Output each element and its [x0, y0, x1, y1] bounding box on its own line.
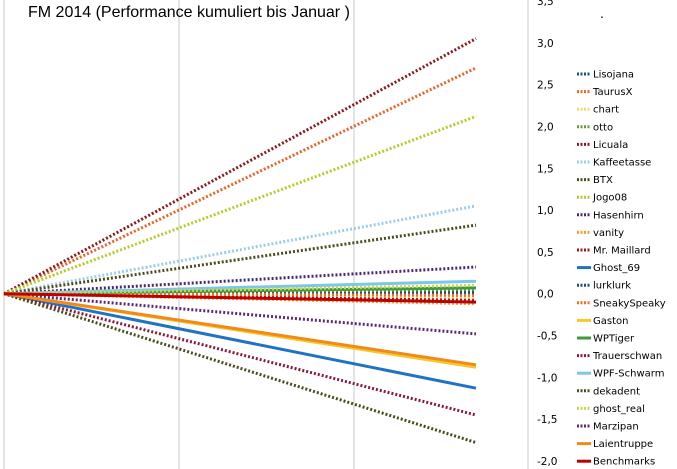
legend-label: Licuala [593, 140, 628, 151]
legend-label: WPF-Schwarm [593, 369, 664, 380]
legend-label: Ghost_69 [593, 263, 640, 274]
legend-label: vanity [593, 228, 624, 239]
series-line-trauerschwan [3, 292, 477, 417]
legend-label: otto [593, 122, 613, 133]
y-axis-tick-labels: -2,0 -1,5 -1,0 -0,5 0,0 0,5 1,0 1,5 2,0 2,5 3,0 3,5 [537, 0, 558, 468]
series-line-laientruppe [3, 292, 477, 367]
chart-grid [3, 0, 529, 469]
series-line-dekadent [3, 292, 477, 445]
y-tick-label: 2,5 [537, 80, 554, 92]
legend-label: Gaston [593, 316, 628, 327]
series-line-kaffeetasse [3, 204, 477, 296]
series-line-sneakyspeaky [3, 292, 477, 297]
legend-label: Benchmarks [593, 457, 655, 468]
y-tick-label: 3,5 [537, 0, 554, 8]
legend-label: ghost_real [593, 404, 645, 415]
legend-label: WPTiger [593, 334, 635, 345]
series-line-hasenhirn [3, 265, 477, 296]
series-line-marzipan [3, 292, 477, 336]
y-tick-label: 1,5 [537, 163, 554, 175]
y-tick-label: -1,5 [537, 414, 558, 426]
legend-label: Marzipan [593, 422, 639, 433]
y-tick-label: 0,5 [537, 247, 554, 259]
legend-label: Mr. Maillard [593, 246, 651, 257]
y-tick-label: -2,0 [537, 456, 558, 468]
legend-label: Hasenhirn [593, 210, 644, 221]
legend-label: Laientruppe [593, 439, 653, 450]
legend-label: chart [593, 105, 619, 116]
series-line-wpf-schwarm [3, 279, 477, 296]
y-tick-label: 1,0 [537, 205, 554, 217]
series-line-ghost-real [3, 283, 477, 296]
chart-title: FM 2014 (Performance kumuliert bis Janua… [28, 4, 350, 21]
legend-label: dekadent [593, 386, 640, 397]
y-tick-label: 2,0 [537, 121, 554, 133]
legend-label: Jogo08 [592, 193, 627, 204]
series-line-taurusx [3, 66, 477, 296]
series-line-benchmarks [3, 292, 477, 304]
corner-mark: . [600, 5, 604, 21]
legend-label: Kaffeetasse [593, 158, 651, 169]
series-line-btx [3, 223, 477, 296]
legend-label: TaurusX [592, 87, 633, 98]
y-tick-label: -0,5 [537, 331, 558, 343]
y-tick-label: 3,0 [537, 38, 554, 50]
legend-label: BTX [593, 175, 613, 186]
legend-label: SneakySpeaky [593, 298, 666, 309]
legend-label: Lisojana [593, 70, 634, 81]
legend-label: lurklurk [593, 281, 631, 292]
series-line-licuala [3, 37, 477, 296]
y-tick-label: -1,0 [537, 372, 558, 384]
legend-label: Trauerschwan [592, 351, 662, 362]
y-tick-label: 0,0 [537, 289, 554, 301]
chart-series-layer [3, 37, 477, 445]
series-line-ghost-69 [3, 292, 477, 390]
series-line-jogo08 [3, 114, 477, 296]
chart-legend: Lisojana TaurusX chart otto Licuala Kaffeetas… [577, 70, 666, 468]
